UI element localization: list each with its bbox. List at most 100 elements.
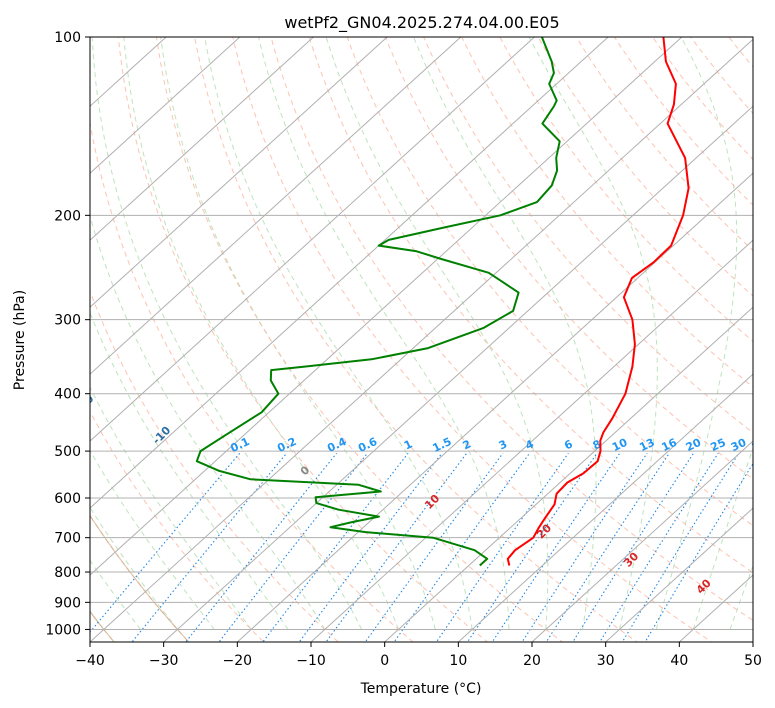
dewpoint-profile xyxy=(195,37,561,567)
mixing-ratio-label: 1 xyxy=(402,437,414,452)
moist-adiabat xyxy=(325,37,549,630)
y-tick-label: 700 xyxy=(54,531,81,547)
y-tick-label: 1000 xyxy=(45,622,81,638)
moist-adiabat xyxy=(655,37,738,630)
mixing-ratio-label: 36 xyxy=(750,436,770,454)
temperature-profile xyxy=(506,37,690,566)
moist-adiabat xyxy=(91,37,363,630)
mixing-ratio-label: 1.5 xyxy=(430,435,453,455)
mixing-ratio-line xyxy=(491,452,621,642)
profile-lines xyxy=(195,37,690,567)
isotherm xyxy=(90,37,683,576)
moist-adiabat xyxy=(90,449,215,630)
isotherm xyxy=(236,172,753,642)
dry-adiabat xyxy=(690,37,753,115)
mixing-ratio-label: 0.6 xyxy=(356,435,379,455)
isotherm xyxy=(90,37,388,308)
moist-adiabat xyxy=(204,37,473,630)
x-tick-label: 10 xyxy=(449,653,467,669)
moist-adiabat xyxy=(90,214,326,630)
y-tick-label: 800 xyxy=(54,565,81,581)
isotherm xyxy=(457,373,753,642)
dry-adiabat xyxy=(746,11,775,654)
moist-adiabat-label: 30 xyxy=(621,549,641,569)
x-axis-label: Temperature (°C) xyxy=(360,681,482,697)
mixing-ratio-label: 13 xyxy=(637,436,656,454)
mixing-ratio-line xyxy=(545,452,670,642)
isotherm xyxy=(383,306,753,642)
isotherm xyxy=(90,37,241,174)
mixing-ratio-line xyxy=(599,453,719,642)
moist-adiabat xyxy=(692,446,753,630)
mixing-ratio-line xyxy=(90,452,241,633)
mixing-ratio-label: 0.4 xyxy=(325,435,348,455)
mixing-ratio-line xyxy=(298,452,443,642)
isotherm xyxy=(752,641,753,642)
dry-adiabat xyxy=(461,37,753,388)
dry-adiabat-label: -10 xyxy=(150,424,173,447)
dry-adiabat xyxy=(423,37,753,434)
mixing-ratio-label: 25 xyxy=(708,436,727,454)
moist-adiabat-label: 40 xyxy=(694,576,714,596)
dry-adiabat xyxy=(90,290,339,642)
dry-adiabat xyxy=(155,37,564,642)
dry-adiabat xyxy=(90,119,414,642)
mixing-ratio-label: 30 xyxy=(729,436,749,454)
moist-adiabat xyxy=(90,311,289,630)
x-tick-label: −30 xyxy=(149,653,179,669)
moist-adiabat xyxy=(160,37,436,630)
y-tick-label: 200 xyxy=(54,208,81,224)
dry-adiabat xyxy=(575,37,753,252)
axes: −40 −30 −20 −10 0 10 20 30 40 5010020030040050060… xyxy=(45,30,762,669)
dry-adiabat xyxy=(384,37,753,480)
x-tick-label: 20 xyxy=(523,653,541,669)
mixing-ratio-line xyxy=(364,452,504,642)
x-tick-label: 30 xyxy=(597,653,615,669)
x-tick-label: 50 xyxy=(744,653,762,669)
background-lines xyxy=(90,11,775,654)
isotherm xyxy=(162,105,753,642)
isotherm xyxy=(604,507,753,642)
isotherm xyxy=(310,239,753,642)
mixing-ratio-line xyxy=(435,452,569,642)
mixing-ratio-line xyxy=(131,452,288,642)
x-tick-label: 0 xyxy=(380,653,389,669)
moist-adiabat xyxy=(123,37,399,630)
dry-adiabat xyxy=(613,37,753,206)
mixing-ratio-label: 20 xyxy=(684,436,704,454)
mixing-ratio-label: 16 xyxy=(660,436,680,454)
isotherm xyxy=(90,37,609,509)
isotherm xyxy=(90,37,462,375)
x-tick-label: −10 xyxy=(296,653,326,669)
y-tick-label: 100 xyxy=(54,30,81,46)
mixing-ratio-line xyxy=(644,462,753,642)
reference-adiabat xyxy=(90,514,190,642)
dry-adiabat xyxy=(499,37,753,343)
mixing-ratio-label: 0.1 xyxy=(228,435,251,455)
dry-adiabat xyxy=(90,410,265,642)
mixing-ratio-line xyxy=(218,452,368,642)
mixing-ratio-label: 0.2 xyxy=(275,435,298,455)
y-tick-label: 400 xyxy=(54,387,81,403)
moist-adiabat xyxy=(413,37,597,630)
moist-adiabat xyxy=(90,386,252,630)
plot-frame xyxy=(89,36,754,643)
dry-adiabat xyxy=(537,37,753,297)
x-tick-label: −40 xyxy=(75,653,105,669)
mixing-ratio-line xyxy=(521,452,648,642)
y-axis-label: Pressure (hPa) xyxy=(12,290,28,390)
dry-adiabat xyxy=(232,37,713,642)
chart-title: wetPf2_GN04.2025.274.04.00.E05 xyxy=(284,13,559,33)
mixing-ratio-line xyxy=(621,453,740,642)
y-tick-label: 500 xyxy=(54,444,81,460)
isotherm xyxy=(90,37,315,241)
moist-adiabat xyxy=(257,37,510,630)
moist-adiabat xyxy=(528,37,658,630)
isotherm xyxy=(678,574,753,642)
dry-adiabat xyxy=(728,37,753,68)
dry-adiabat xyxy=(194,37,638,642)
isotherm xyxy=(90,37,536,442)
isotherm xyxy=(531,440,753,642)
dry-adiabat xyxy=(308,37,753,574)
